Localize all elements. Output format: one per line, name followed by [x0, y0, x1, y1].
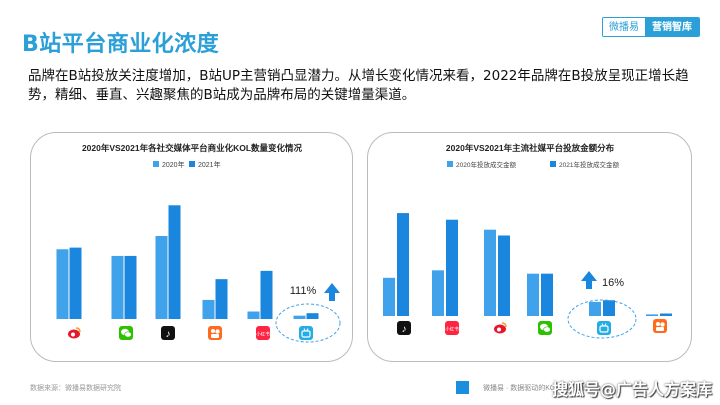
- bar-xiaohongshu-prev: [247, 311, 260, 319]
- legend-swatch-2020: [447, 161, 453, 167]
- legend-swatch-2021: [189, 161, 195, 167]
- bar-bilibili-curr: [603, 300, 615, 316]
- brand-name: 微播易: [603, 18, 645, 36]
- bar-kuaishou-2-curr: [660, 313, 672, 316]
- kol-count-chart: 2020年VS2021年各社交媒体平台商业化KOL数量变化情况 2020年 20…: [56, 143, 341, 343]
- xiaohongshu-icon: 小红书: [256, 326, 270, 340]
- svg-text:♪: ♪: [402, 324, 407, 335]
- legend-label-2021: 2021年: [198, 160, 221, 169]
- wechat-icon: [538, 321, 552, 335]
- legend-label-2020: 2020年: [162, 160, 185, 169]
- page-title: B站平台商业化浓度: [22, 32, 220, 57]
- highlight-ellipse: [567, 299, 637, 339]
- weibo-icon: [493, 321, 507, 335]
- bar-weibo-prev: [56, 249, 69, 319]
- bar-weibo-prev: [383, 277, 395, 316]
- svg-text:♪: ♪: [166, 329, 171, 340]
- bar-bilibili-curr: [306, 313, 319, 319]
- bar-xiaohongshu-prev: [484, 229, 496, 316]
- legend-label-2020: 2020年投放成交金额: [456, 160, 516, 169]
- brand-logo: 微播易 营销智库: [602, 17, 700, 37]
- weibo-icon: [67, 326, 81, 340]
- bilibili-icon: [597, 321, 611, 335]
- legend-label-2021: 2021年投放成交金额: [559, 160, 619, 169]
- spend-distribution-panel: 2020年VS2021年主流社媒平台投放金额分布 2020年投放成交金额 202…: [367, 132, 692, 362]
- data-source-note: 数据来源：微播易数据研究院: [30, 385, 121, 392]
- bilibili-icon: [299, 326, 313, 340]
- bar-douyin-prev: [155, 236, 168, 319]
- bar-wechat-prev: [111, 255, 124, 319]
- bar-wechat-prev: [527, 273, 539, 316]
- kuaishou-icon: [653, 319, 667, 333]
- growth-annotation: 16%: [602, 277, 624, 289]
- legend-swatch-2021: [550, 161, 556, 167]
- growth-annotation: 111%: [290, 285, 317, 297]
- bar-douyin-prev: [432, 270, 444, 316]
- kol-count-panel: 2020年VS2021年各社交媒体平台商业化KOL数量变化情况 2020年 20…: [30, 132, 353, 362]
- spend-distribution-chart: 2020年VS2021年主流社媒平台投放金额分布 2020年投放成交金额 202…: [383, 143, 672, 339]
- xiaohongshu-icon: 小红书: [445, 321, 459, 335]
- chart-title: 2020年VS2021年主流社媒平台投放金额分布: [446, 143, 615, 153]
- footer-logo-square: [456, 381, 469, 394]
- bar-wechat-curr: [124, 255, 137, 319]
- douyin-icon: ♪: [161, 326, 175, 340]
- up-arrow-icon: [324, 283, 340, 301]
- chart-title: 2020年VS2021年各社交媒体平台商业化KOL数量变化情况: [82, 143, 303, 153]
- watermark: 搜狐号@广告人方案库: [552, 380, 713, 399]
- footer-brand-text: 微播易 · 数据驱动的KOL精准营销平台: [483, 384, 602, 392]
- douyin-icon: ♪: [397, 321, 411, 335]
- bar-bilibili-prev: [293, 315, 306, 319]
- bar-weibo-curr: [69, 247, 82, 319]
- bar-bilibili-prev: [589, 301, 601, 316]
- bar-xiaohongshu-curr: [498, 235, 510, 316]
- bar-xiaohongshu-curr: [260, 270, 273, 319]
- bar-kuaishou-2-prev: [646, 314, 658, 316]
- bar-kuaishou-prev: [202, 299, 215, 319]
- footer-brand: 微播易 · 数据驱动的KOL精准营销平台: [456, 381, 601, 394]
- bar-kuaishou-curr: [215, 279, 228, 319]
- svg-text:小红书: 小红书: [445, 326, 459, 333]
- intro-text: 品牌在B站投放关注度增加，B站UP主营销凸显潜力。从增长变化情况来看，2022年…: [28, 68, 689, 103]
- up-arrow-icon: [581, 271, 597, 289]
- highlight-ellipse: [275, 303, 341, 343]
- bar-weibo-curr: [397, 213, 409, 316]
- bar-douyin-curr: [446, 219, 458, 316]
- bar-wechat-curr: [541, 273, 553, 316]
- bar-douyin-curr: [168, 205, 181, 319]
- kuaishou-icon: [208, 326, 222, 340]
- legend-swatch-2020: [153, 161, 159, 167]
- brand-tag: 营销智库: [645, 18, 699, 36]
- wechat-icon: [119, 326, 133, 340]
- svg-text:小红书: 小红书: [256, 331, 270, 338]
